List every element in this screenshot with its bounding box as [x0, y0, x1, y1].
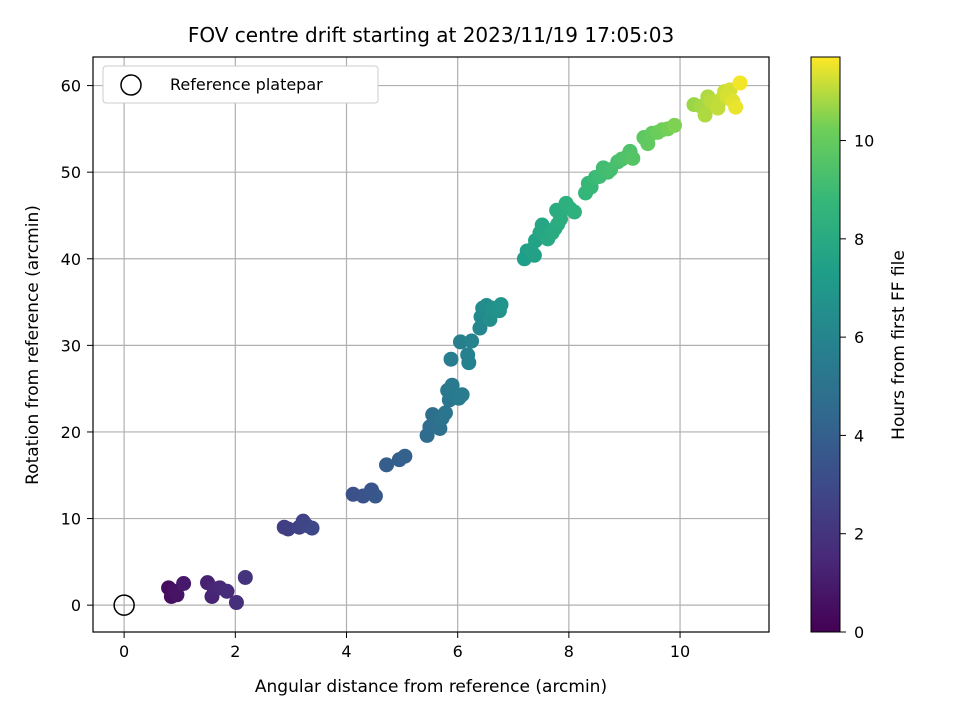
- colorbar-ticks: 0 2 4 6 8 10: [840, 132, 874, 642]
- colorbar-tick-label: 2: [854, 525, 864, 544]
- y-axis-label: Rotation from reference (arcmin): [23, 205, 43, 485]
- colorbar-tick-label: 6: [854, 328, 864, 347]
- y-tick-label: 50: [61, 163, 81, 182]
- x-tick-label: 2: [230, 642, 240, 661]
- data-point: [464, 333, 480, 349]
- colorbar-tick-label: 4: [854, 426, 864, 445]
- x-tick-label: 8: [564, 642, 574, 661]
- data-point: [443, 351, 459, 367]
- data-point: [566, 204, 582, 220]
- colorbar-tick-label: 0: [854, 623, 864, 642]
- data-point: [397, 448, 413, 464]
- data-point: [304, 520, 320, 536]
- x-axis: 0 2 4 6 8 10: [119, 632, 690, 661]
- colorbar-tick-label: 10: [854, 132, 874, 151]
- data-point: [625, 150, 641, 166]
- reference-platepar-marker: [113, 594, 135, 616]
- data-point: [454, 387, 470, 403]
- legend-entry-reference: Reference platepar: [170, 75, 323, 94]
- data-point: [219, 583, 235, 599]
- colorbar: 0 2 4 6 8 10 Hours from first FF file: [810, 56, 909, 642]
- data-point: [666, 117, 682, 133]
- y-tick-label: 30: [61, 336, 81, 355]
- data-point: [437, 405, 453, 421]
- data-point: [237, 569, 253, 585]
- data-point: [461, 355, 477, 371]
- data-point: [493, 297, 509, 313]
- data-point: [176, 576, 192, 592]
- data-point: [553, 211, 569, 227]
- y-tick-label: 40: [61, 250, 81, 269]
- legend-marker-reference: [120, 74, 142, 96]
- colorbar-label: Hours from first FF file: [889, 250, 909, 440]
- y-axis: 0 10 20 30 40 50 60: [61, 77, 93, 615]
- data-points: [161, 75, 748, 611]
- x-tick-label: 10: [670, 642, 690, 661]
- data-point: [280, 521, 296, 537]
- y-tick-label: 0: [71, 596, 81, 615]
- data-point: [169, 587, 185, 603]
- x-tick-label: 6: [453, 642, 463, 661]
- data-point: [452, 334, 468, 350]
- data-point: [379, 457, 395, 473]
- data-point: [472, 320, 488, 336]
- chart-title: FOV centre drift starting at 2023/11/19 …: [188, 23, 674, 47]
- y-tick-label: 10: [61, 510, 81, 529]
- x-tick-label: 4: [341, 642, 351, 661]
- y-tick-label: 60: [61, 77, 81, 96]
- data-point: [367, 488, 383, 504]
- data-point: [697, 107, 713, 123]
- legend-box: [102, 65, 379, 104]
- x-tick-label: 0: [119, 642, 129, 661]
- data-point: [228, 595, 244, 611]
- grid-lines: [93, 57, 769, 632]
- x-axis-label: Angular distance from reference (arcmin): [255, 677, 607, 697]
- data-point: [728, 99, 744, 115]
- data-point: [482, 311, 498, 327]
- colorbar-tick-label: 8: [854, 230, 864, 249]
- legend: Reference platepar: [102, 65, 379, 104]
- plot-frame: [92, 56, 770, 633]
- data-point: [526, 247, 542, 263]
- y-tick-label: 20: [61, 423, 81, 442]
- colorbar-gradient: [810, 56, 841, 633]
- data-point: [732, 75, 748, 91]
